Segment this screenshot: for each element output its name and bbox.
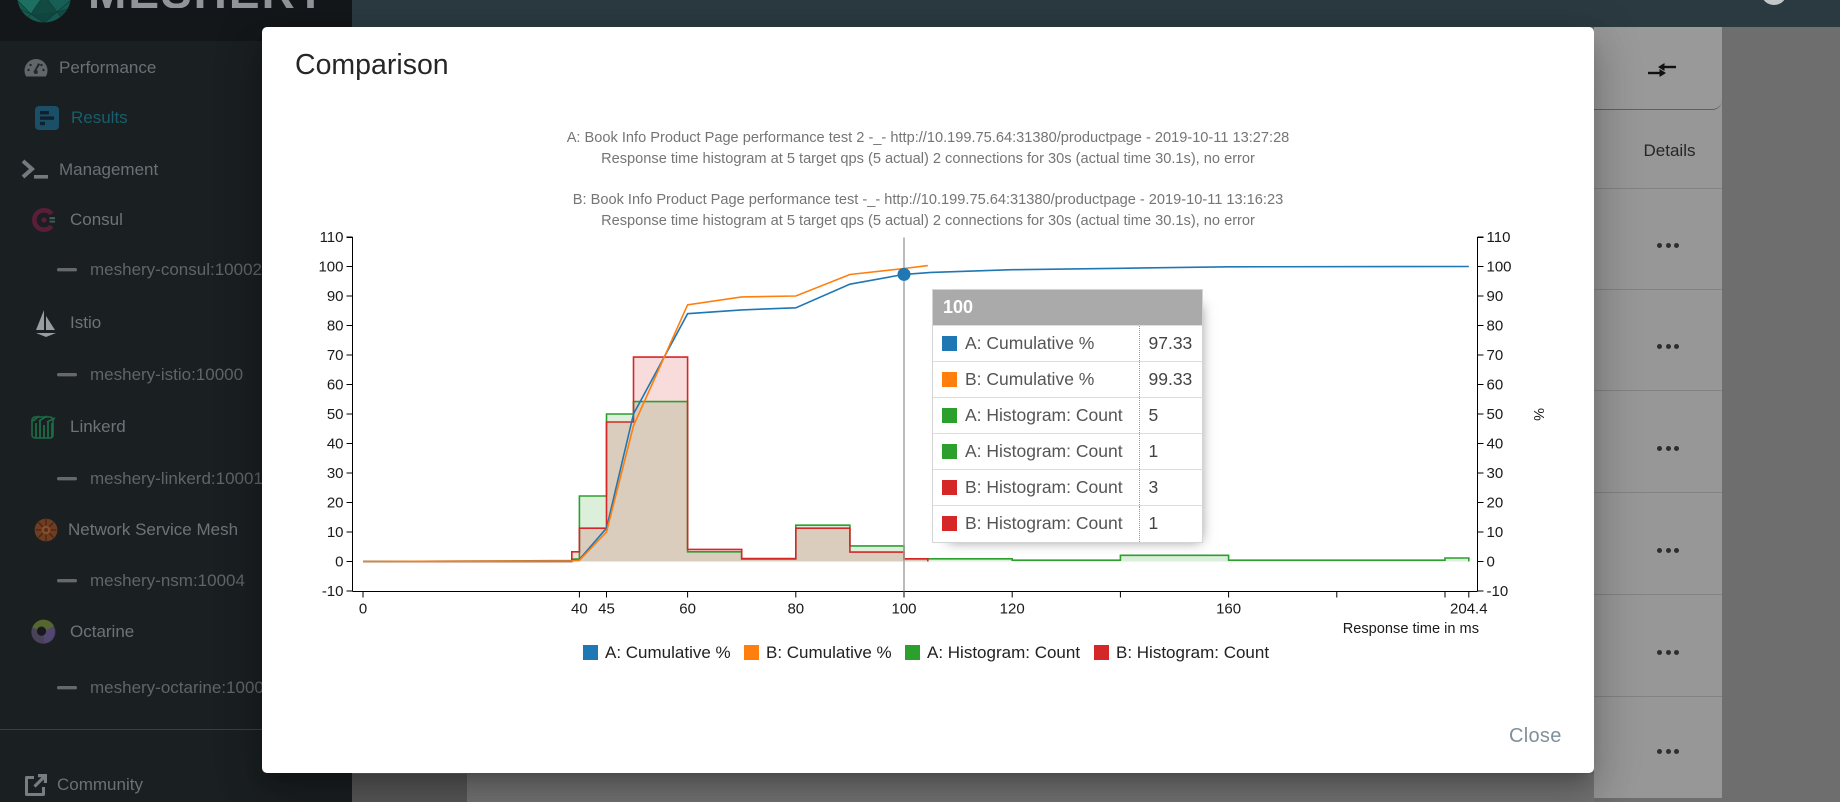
svg-text:B: Histogram: Count: B: Histogram: Count: [1116, 643, 1269, 662]
svg-text:50: 50: [327, 406, 344, 423]
svg-text:%: %: [1530, 408, 1546, 421]
svg-text:60: 60: [327, 377, 344, 394]
svg-text:40: 40: [1487, 436, 1504, 453]
svg-text:20: 20: [327, 495, 344, 512]
svg-text:-10: -10: [322, 583, 344, 600]
svg-text:50: 50: [1487, 406, 1504, 423]
svg-text:160: 160: [1216, 601, 1241, 618]
svg-text:30: 30: [1487, 465, 1504, 482]
svg-text:20: 20: [1487, 495, 1504, 512]
svg-text:70: 70: [1487, 347, 1504, 364]
svg-text:40: 40: [571, 601, 588, 618]
svg-text:B: Cumulative %: B: Cumulative %: [766, 643, 892, 662]
svg-text:80: 80: [1487, 318, 1504, 335]
svg-text:90: 90: [1487, 288, 1504, 305]
svg-text:60: 60: [1487, 377, 1504, 394]
svg-text:10: 10: [327, 524, 344, 541]
svg-text:110: 110: [1487, 229, 1511, 246]
svg-text:110: 110: [320, 229, 344, 246]
svg-text:10: 10: [1487, 524, 1504, 541]
svg-text:-10: -10: [1487, 583, 1509, 600]
svg-text:60: 60: [679, 601, 696, 618]
svg-text:45: 45: [598, 601, 615, 618]
svg-text:Response time in ms: Response time in ms: [1343, 621, 1479, 637]
svg-text:B: Book Info Product Page perf: B: Book Info Product Page performance te…: [573, 192, 1283, 208]
svg-text:Response time histogram at 5 t: Response time histogram at 5 target qps …: [601, 213, 1255, 229]
svg-text:A: Cumulative %: A: Cumulative %: [605, 643, 731, 662]
svg-text:A: Book Info Product Page perf: A: Book Info Product Page performance te…: [567, 130, 1290, 146]
svg-text:0: 0: [359, 601, 367, 618]
svg-text:100: 100: [318, 259, 343, 276]
svg-text:0: 0: [335, 554, 343, 571]
svg-text:30: 30: [327, 465, 344, 482]
svg-text:120: 120: [1000, 601, 1025, 618]
svg-text:40: 40: [327, 436, 344, 453]
svg-text:A: Histogram: Count: A: Histogram: Count: [927, 643, 1080, 662]
svg-text:90: 90: [327, 288, 344, 305]
svg-text:100: 100: [1487, 259, 1512, 276]
svg-text:80: 80: [787, 601, 804, 618]
svg-text:0: 0: [1487, 554, 1495, 571]
svg-text:204.4: 204.4: [1450, 601, 1488, 618]
svg-text:80: 80: [327, 318, 344, 335]
svg-text:100: 100: [891, 601, 916, 618]
svg-text:70: 70: [327, 347, 344, 364]
svg-text:Response time histogram at 5 t: Response time histogram at 5 target qps …: [601, 151, 1255, 167]
